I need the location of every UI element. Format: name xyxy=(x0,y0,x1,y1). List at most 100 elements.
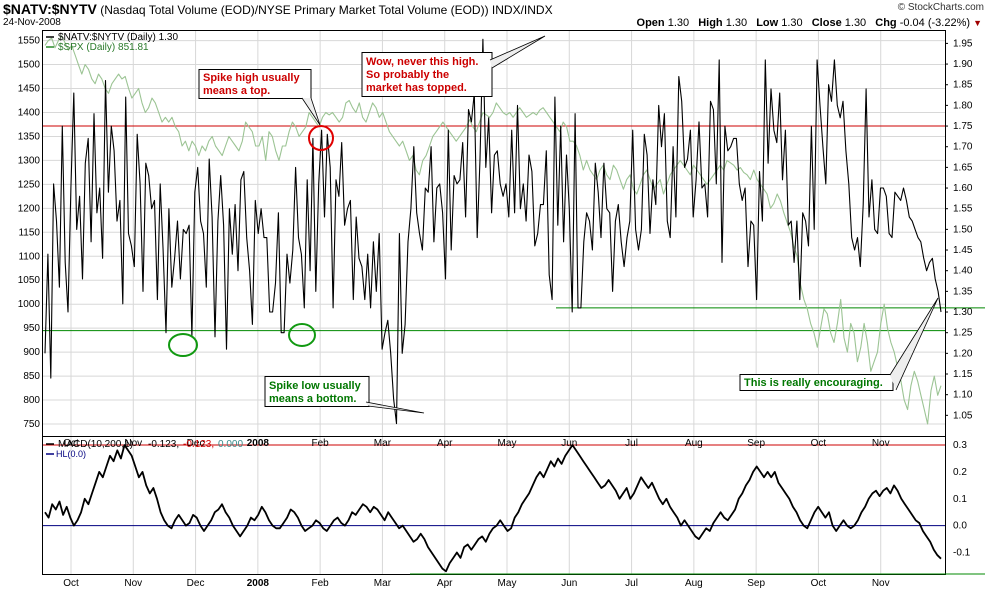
open-label: Open xyxy=(636,17,665,29)
x-tick-label-main: Nov xyxy=(872,438,890,449)
x-tick-label-macd: Nov xyxy=(872,578,890,589)
annotation-spike-high-line2: means a top. xyxy=(203,85,270,97)
macd-axis-tick-label: 0.1 xyxy=(953,494,967,505)
exchange-label: INDX/INDX xyxy=(491,3,553,17)
low-label: Low xyxy=(756,17,779,29)
macd-axis-tick-label: 0.0 xyxy=(953,521,967,532)
annotation-wow-line2: So probably the xyxy=(366,69,449,81)
series-lines xyxy=(44,35,942,573)
x-tick-label-main: 2008 xyxy=(247,438,270,449)
right-axis-tick-label: 1.45 xyxy=(953,245,973,256)
bottom-circle-marker-jan xyxy=(288,323,316,347)
x-tick-label-macd: Oct xyxy=(811,578,827,589)
x-tick-label-main: May xyxy=(498,438,517,449)
x-tick-label-main: Apr xyxy=(437,438,453,449)
legend-macd-v3: 0.000 xyxy=(218,439,243,450)
right-axis-tick-label: 1.35 xyxy=(953,286,973,297)
x-tick-label-main: Sep xyxy=(747,438,765,449)
left-axis-tick-label: 800 xyxy=(23,395,40,406)
top-circle-marker xyxy=(308,125,334,151)
annotation-spike-low-line2: means a bottom. xyxy=(269,393,356,405)
legend-hl-label: HL(0.0) xyxy=(56,449,86,459)
annotation-spike-low: Spike low usually means a bottom. xyxy=(264,376,425,414)
chart-title: $NATV:$NYTV (Nasdaq Total Volume (EOD)/N… xyxy=(3,1,553,17)
legend-main-label: $NATV:$NYTV (Daily) 1.30 xyxy=(58,32,178,43)
x-tick-label-main: Oct xyxy=(811,438,827,449)
x-tick-label-macd: Oct xyxy=(63,578,79,589)
left-axis-tick-label: 1400 xyxy=(18,107,41,118)
low-value: 1.30 xyxy=(781,17,803,29)
left-axis-tick-label: 1450 xyxy=(18,84,41,95)
macd-axis-tick-label: 0.2 xyxy=(953,467,967,478)
high-value: 1.30 xyxy=(725,17,748,29)
annotation-spike-high: Spike high usually means a top. xyxy=(198,69,321,126)
x-tick-label-macd: Feb xyxy=(312,578,330,589)
x-tick-label-main: Dec xyxy=(187,438,205,449)
left-axis-tick-label: 1050 xyxy=(18,275,41,286)
spx-series-line xyxy=(44,35,942,425)
main-legend: $NATV:$NYTV (Daily) 1.30 $SPX (Daily) 85… xyxy=(46,32,178,53)
right-axis-tick-label: 1.30 xyxy=(953,307,973,318)
right-axis-tick-label: 1.55 xyxy=(953,204,973,215)
right-axis-tick-label: 1.10 xyxy=(953,390,973,401)
left-axis-tick-label: 1500 xyxy=(18,60,41,71)
x-tick-label-main: Aug xyxy=(685,438,703,449)
right-axis-tick-label: 1.50 xyxy=(953,224,973,235)
left-axis-tick-label: 750 xyxy=(23,419,40,430)
x-tick-label-macd: Sep xyxy=(747,578,765,589)
macd-panel-frame xyxy=(42,436,946,575)
ohlc-readout: Open 1.30 High 1.30 Low 1.30 Close 1.30 … xyxy=(637,17,982,29)
natv-nytv-series-line xyxy=(44,38,942,425)
macd-legend: MACD(10,200,1) -0.123, -0.123, 0.000 HL(… xyxy=(46,439,243,459)
x-tick-label-macd: Dec xyxy=(187,578,205,589)
x-tick-label-macd: 2008 xyxy=(247,578,270,589)
macd-axis-tick-label: -0.1 xyxy=(953,548,971,559)
x-tick-label-main: Mar xyxy=(374,438,392,449)
macd-axis-tick-label: 0.3 xyxy=(953,440,967,451)
legend-spx-label: $SPX (Daily) 851.81 xyxy=(58,42,149,53)
high-label: High xyxy=(698,17,723,29)
right-axis-tick-label: 1.25 xyxy=(953,328,973,339)
annotation-spike-low-line1: Spike low usually xyxy=(269,380,362,392)
annotation-wow-line1: Wow, never this high. xyxy=(366,56,478,68)
left-axis-tick-label: 1100 xyxy=(18,251,40,262)
left-axis-tick-label: 850 xyxy=(23,371,40,382)
x-tick-label-macd: May xyxy=(498,578,517,589)
x-tick-label-macd: Mar xyxy=(374,578,392,589)
axis-ticks: Oct Oct Nov Nov Dec Dec 2008 2008 Feb Feb Mar Mar Ap… xyxy=(18,36,973,589)
right-axis-tick-label: 1.70 xyxy=(953,142,973,153)
right-axis-tick-label: 1.80 xyxy=(953,100,973,111)
right-axis-tick-label: 1.40 xyxy=(953,266,973,277)
right-axis-tick-label: 1.60 xyxy=(953,183,973,194)
legend-macd-v2: -0.123, xyxy=(183,439,214,450)
x-tick-label-main: Nov xyxy=(124,438,142,449)
right-axis-tick-label: 1.65 xyxy=(953,162,973,173)
left-axis-tick-label: 1350 xyxy=(18,131,41,142)
right-axis-tick-label: 1.05 xyxy=(953,410,973,421)
right-axis-tick-label: 1.90 xyxy=(953,59,973,70)
x-tick-label-macd: Jun xyxy=(561,578,577,589)
down-arrow-icon: ▼ xyxy=(973,18,982,28)
x-tick-label-macd: Nov xyxy=(124,578,142,589)
annotation-spike-high-line1: Spike high usually xyxy=(203,72,300,84)
symbol-label: $NATV:$NYTV xyxy=(3,1,97,17)
right-axis-tick-label: 1.15 xyxy=(953,369,973,380)
left-axis-tick-label: 1150 xyxy=(18,227,40,238)
legend-macd-label: MACD(10,200,1) xyxy=(58,439,133,450)
left-axis-tick-label: 1550 xyxy=(18,36,41,47)
right-axis-tick-label: 1.75 xyxy=(953,121,973,132)
bottom-circle-marker-dec xyxy=(168,333,198,357)
annotation-wow-line3: market has topped. xyxy=(366,82,467,94)
x-tick-label-macd: Apr xyxy=(437,578,453,589)
x-tick-label-macd: Aug xyxy=(685,578,703,589)
reference-lines xyxy=(43,125,985,575)
chart-date: 24-Nov-2008 xyxy=(3,17,61,28)
left-axis-tick-label: 1200 xyxy=(18,203,41,214)
annotation-encouraging-text: This is really encouraging. xyxy=(744,377,883,389)
x-tick-label-macd: Jul xyxy=(625,578,638,589)
macd-series-line xyxy=(44,444,942,573)
x-tick-label-main: Jul xyxy=(625,438,638,449)
close-value: 1.30 xyxy=(844,17,867,29)
x-tick-label-main: Feb xyxy=(312,438,330,449)
